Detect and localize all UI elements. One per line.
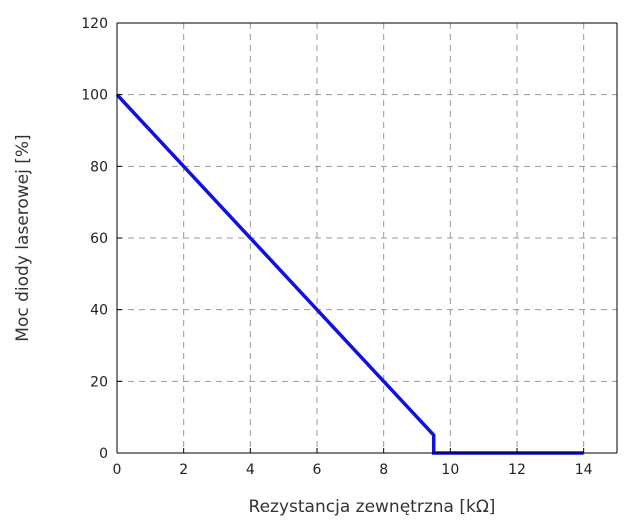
y-tick-label-3: 60 bbox=[90, 231, 108, 247]
y-tick-label-5: 100 bbox=[81, 88, 108, 104]
series-line bbox=[115, 93, 584, 455]
x-tick-label-4: 8 bbox=[379, 462, 388, 478]
x-tick-label-2: 4 bbox=[246, 462, 255, 478]
grid-lines bbox=[117, 23, 617, 453]
x-tick-label-7: 14 bbox=[575, 462, 593, 478]
axes bbox=[116, 22, 618, 454]
y-tick-label-1: 20 bbox=[90, 374, 108, 390]
y-tick-label-4: 80 bbox=[90, 159, 108, 175]
y-tick-label-0: 0 bbox=[99, 446, 108, 462]
x-tick-label-6: 12 bbox=[508, 462, 526, 478]
x-tick-label-5: 10 bbox=[441, 462, 459, 478]
x-axis-label: Rezystancja zewnętrzna [kΩ] bbox=[249, 497, 496, 517]
series-group bbox=[115, 93, 584, 455]
y-tick-label-2: 40 bbox=[90, 303, 108, 319]
x-tick-label-1: 2 bbox=[179, 462, 188, 478]
y-axis-label: Moc diody laserowej [%] bbox=[13, 134, 33, 341]
x-tick-label-3: 6 bbox=[313, 462, 322, 478]
y-tick-label-6: 120 bbox=[81, 16, 108, 32]
tick-labels: 0 2 4 6 8 10 12 14 0 20 40 60 80 100 120 bbox=[81, 16, 592, 478]
x-tick-label-0: 0 bbox=[113, 462, 122, 478]
